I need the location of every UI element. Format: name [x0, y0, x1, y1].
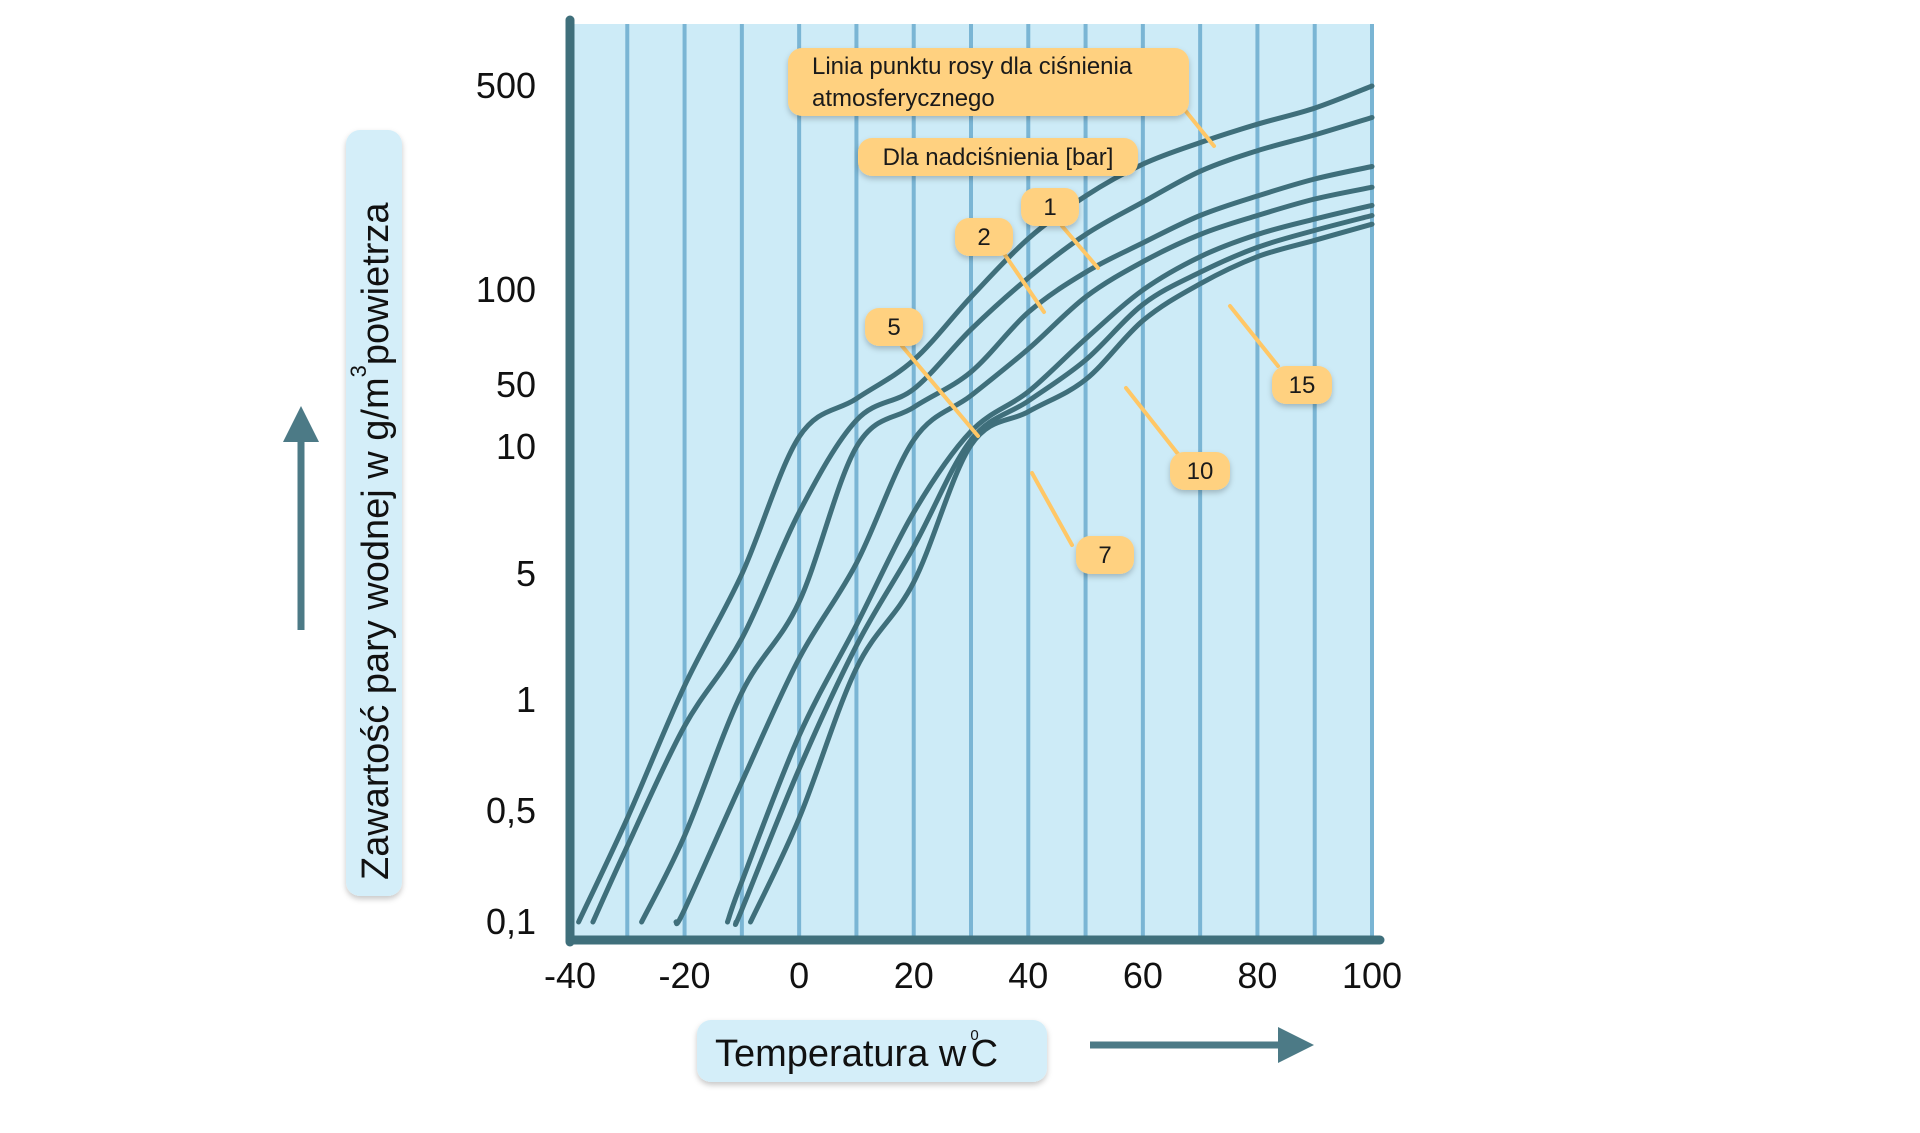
y-tick-label-1: 1 — [516, 679, 536, 720]
leader-1 — [1060, 224, 1100, 270]
curve-atmospheric — [576, 83, 1375, 925]
callout-5: 5 — [865, 308, 923, 346]
y-axis-title-text: Zawartość pary wodnej w g/m3powietrza — [346, 202, 397, 880]
x-tick-label-minus-40: -40 — [544, 955, 596, 996]
curve-2-bar — [639, 164, 1375, 925]
y-tick-label-500: 500 — [476, 65, 536, 106]
y-axis-arrow — [283, 406, 319, 630]
curve-10-bar — [732, 213, 1375, 927]
callout-overpressure-text: Dla nadciśnienia [bar] — [883, 144, 1114, 171]
callout-atmospheric-line2: atmosferycznego — [812, 85, 995, 112]
callout-10-text: 10 — [1187, 458, 1214, 485]
callout-15: 15 — [1272, 366, 1332, 404]
curve-5-bar — [673, 184, 1375, 927]
leader-2 — [1003, 253, 1046, 314]
callout-atmospheric-line1: Linia punktu rosy dla ciśnienia — [812, 53, 1133, 80]
leader-5 — [900, 344, 980, 438]
y-tick-label-100: 100 — [476, 269, 536, 310]
curve-15-bar — [748, 221, 1375, 925]
callout-5-text: 5 — [887, 314, 900, 341]
x-axis-title: Temperatura w 0C — [697, 1020, 1047, 1082]
y-tick-label-5: 5 — [516, 553, 536, 594]
callout-1-text: 1 — [1043, 194, 1056, 221]
x-axis-title-box — [697, 1020, 1047, 1082]
callout-1: 1 — [1021, 188, 1079, 226]
x-tick-label-20: 20 — [894, 955, 934, 996]
x-tick-label-minus-20: -20 — [659, 955, 711, 996]
leader-15 — [1228, 304, 1280, 368]
callout-2: 2 — [955, 218, 1013, 256]
x-tick-label-40: 40 — [1008, 955, 1048, 996]
callout-atmospheric: Linia punktu rosy dla ciśnienia atmosfer… — [788, 48, 1189, 116]
y-axis-title: Zawartość pary wodnej w g/m3powietrza — [346, 130, 402, 896]
callout-7: 7 — [1076, 536, 1134, 574]
curve-7-bar — [725, 202, 1375, 925]
callout-15-text: 15 — [1289, 372, 1316, 399]
y-axis-title-box — [346, 130, 402, 896]
x-axis-title-text: Temperatura w 0C — [715, 1027, 998, 1075]
callout-7-text: 7 — [1098, 542, 1111, 569]
callout-2-text: 2 — [977, 224, 990, 251]
y-tick-label-10: 10 — [496, 426, 536, 467]
leader-10 — [1124, 386, 1180, 456]
y-tick-label-0-1: 0,1 — [486, 901, 536, 942]
y-tick-label-50: 50 — [496, 364, 536, 405]
callout-10: 10 — [1170, 452, 1230, 490]
leader-7 — [1030, 471, 1074, 547]
x-tick-label-80: 80 — [1237, 955, 1277, 996]
x-tick-label-100: 100 — [1342, 955, 1402, 996]
x-tick-label-0: 0 — [789, 955, 809, 996]
x-axis-arrow — [1090, 1027, 1314, 1063]
curve-1-bar — [590, 115, 1375, 925]
callout-overpressure: Dla nadciśnienia [bar] — [858, 138, 1138, 176]
y-tick-label-0-5: 0,5 — [486, 790, 536, 831]
x-tick-label-60: 60 — [1123, 955, 1163, 996]
